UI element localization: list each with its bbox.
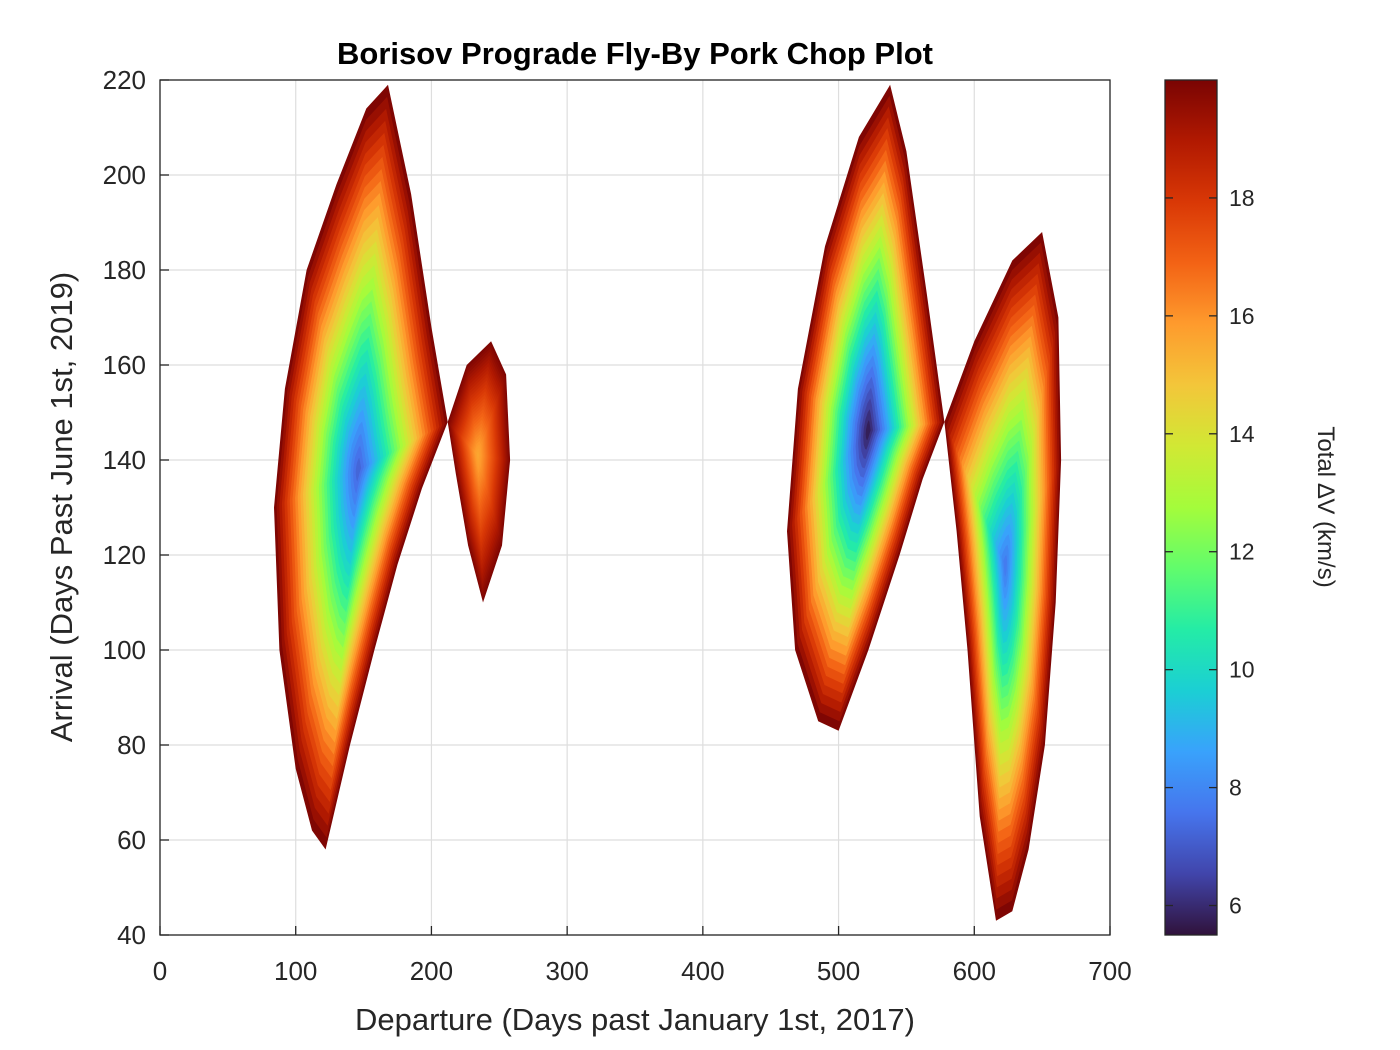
x-tick-label: 700 [1088,956,1131,986]
colorbar-label: Total ∆V (km/s) [1312,426,1339,587]
colorbar-frame [1164,79,1218,936]
x-tick-label: 300 [545,956,588,986]
delta-v-contour-band [865,420,871,441]
x-tick-label: 400 [681,956,724,986]
region-lobe-2-left [787,84,945,731]
colorbar-tick-label: 6 [1229,893,1242,919]
region-lobe-1-right [447,341,511,603]
y-tick-label: 180 [103,255,146,285]
colorbar-gradient [1165,80,1217,935]
y-tick-label: 140 [103,445,146,475]
delta-v-regions [274,84,1062,921]
x-tick-label: 500 [817,956,860,986]
y-axis-ticks: 40 60 80 100 120 140 160 180 200 220 [103,65,169,950]
colorbar-tick-label: 10 [1229,657,1255,683]
y-tick-label: 200 [103,160,146,190]
y-tick-label: 40 [117,920,146,950]
delta-v-contour-band [476,451,479,460]
colorbar-tick-label: 12 [1229,539,1255,565]
x-tick-label: 200 [410,956,453,986]
y-tick-label: 80 [117,730,146,760]
colorbar-tick-label: 16 [1229,303,1255,329]
x-tick-label: 0 [153,956,167,986]
y-tick-label: 100 [103,635,146,665]
delta-v-contour-band [1003,555,1007,577]
colorbar-tick-label: 18 [1229,185,1255,211]
colorbar: 6 8 10 12 14 16 18 Total ∆V (km/s) [1164,79,1339,936]
region-lobe-1-left [274,84,448,850]
y-tick-label: 120 [103,540,146,570]
x-tick-label: 600 [953,956,996,986]
y-axis-label: Arrival (Days Past June 1st, 2019) [44,272,79,742]
colorbar-ticks: 6 8 10 12 14 16 18 [1165,185,1255,919]
colorbar-tick-label: 8 [1229,775,1242,801]
delta-v-contour-band [355,457,362,482]
chart-title: Borisov Prograde Fly-By Pork Chop Plot [337,36,933,71]
y-tick-label: 60 [117,825,146,855]
x-tick-label: 100 [274,956,317,986]
x-axis-ticks: 0 100 200 300 400 500 600 700 [153,926,1132,986]
plot-area: 0 100 200 300 400 500 600 700 40 60 80 100 120 140 16… [103,65,1132,986]
y-tick-label: 220 [103,65,146,95]
y-tick-label: 160 [103,350,146,380]
region-lobe-2-right [944,232,1062,921]
axes-box [159,79,1111,936]
x-axis-label: Departure (Days past January 1st, 2017) [355,1002,915,1037]
colorbar-tick-label: 14 [1229,421,1255,447]
